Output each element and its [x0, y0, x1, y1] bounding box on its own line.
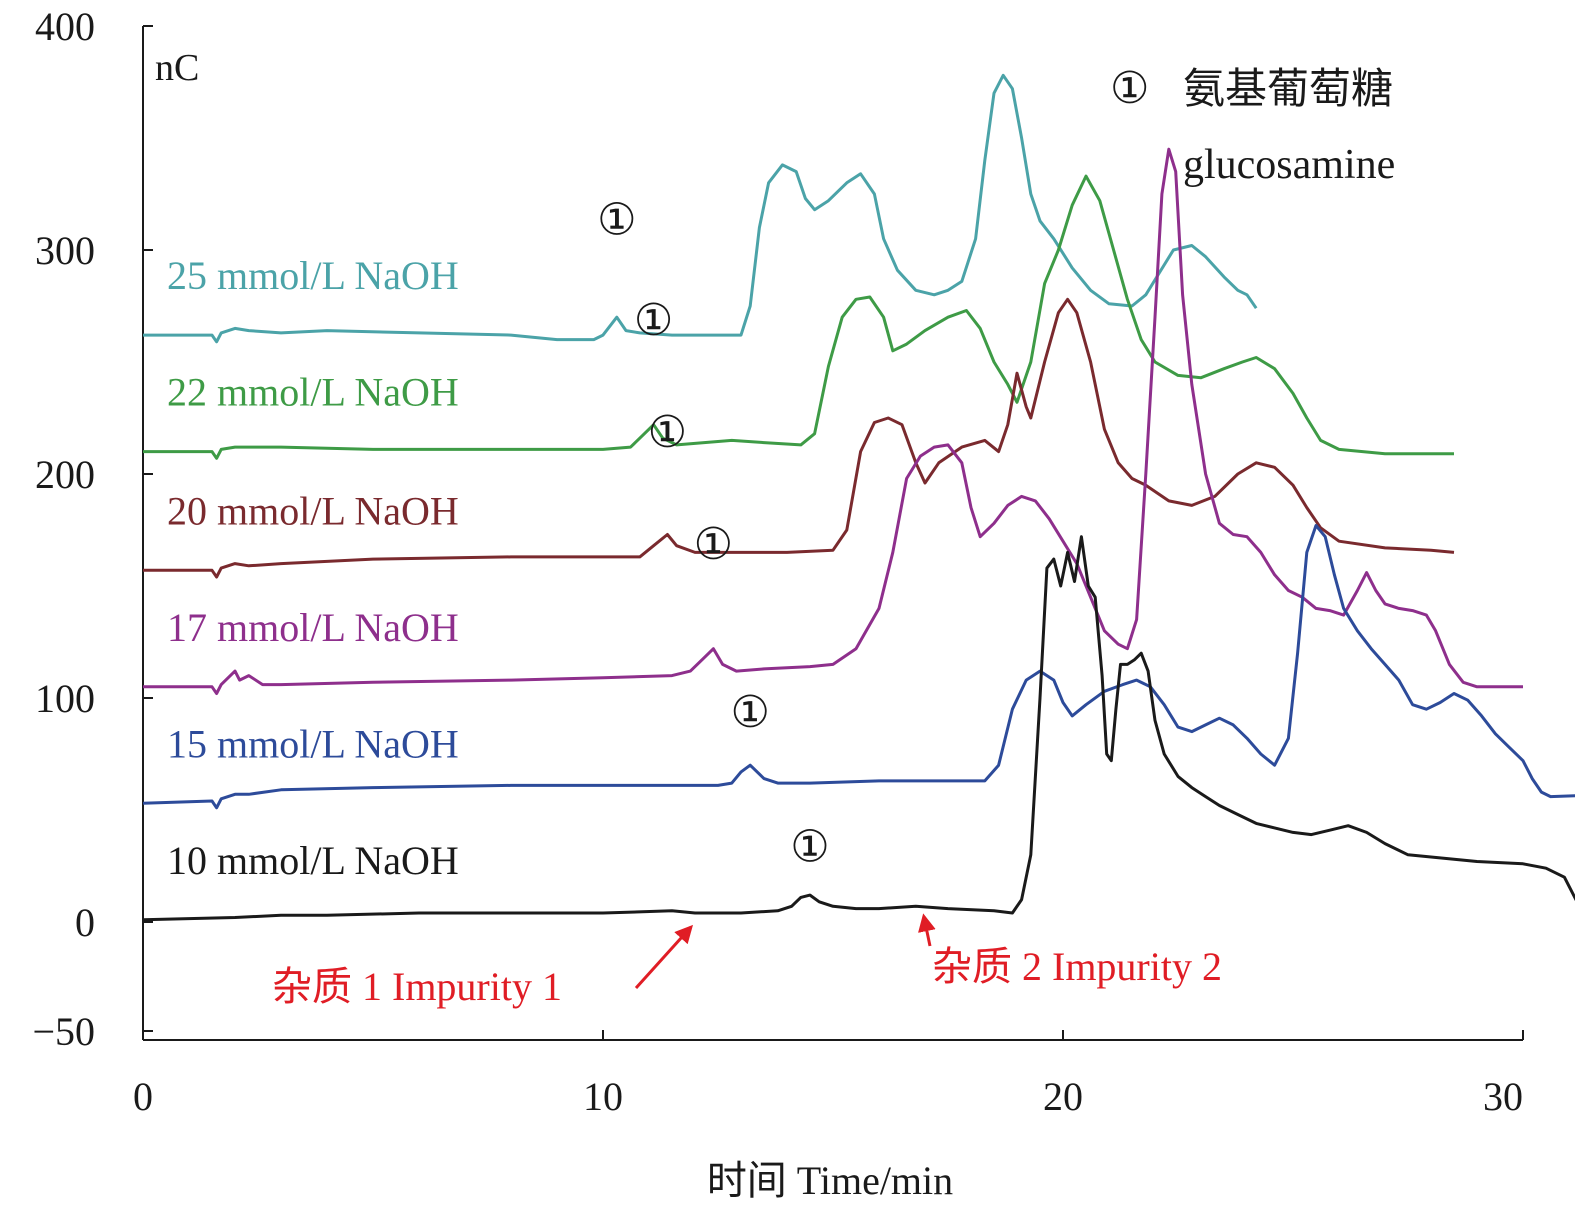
- peak-markers: ① ① ① ① ① ①: [597, 195, 830, 871]
- annotation-arrow-2: [918, 913, 936, 947]
- x-axis-title: 时间 Time/min: [707, 1158, 953, 1203]
- series-line-4: [142, 524, 1575, 810]
- annotations: 杂质 1 Impurity 1 杂质 2 Impurity 2: [272, 913, 1222, 1009]
- peak-marker-2: ①: [648, 408, 687, 457]
- legend-symbol: ①: [1110, 64, 1149, 113]
- annotation-impurity-2: 杂质 2 Impurity 2: [932, 944, 1222, 989]
- legend-name-en: glucosamine: [1183, 142, 1395, 188]
- series-line-5: [142, 535, 1575, 922]
- x-tick-label: 10: [583, 1074, 623, 1119]
- y-tick-label: 200: [35, 452, 95, 497]
- y-tick-label: 100: [35, 676, 95, 721]
- annotation-arrow-1: [634, 924, 694, 990]
- series-line-2: [143, 297, 1455, 579]
- y-tick-label: 300: [35, 228, 95, 273]
- axes: −50 0 100 200 300 400 0 10 20 30: [32, 4, 1524, 1119]
- peak-marker-0: ①: [597, 195, 636, 244]
- series-label-4: 15 mmol/L NaOH: [167, 721, 459, 766]
- peak-marker-4: ①: [730, 688, 769, 737]
- series-line-3: [143, 147, 1523, 695]
- series-labels: 25 mmol/L NaOH 22 mmol/L NaOH 20 mmol/L Na…: [167, 253, 459, 883]
- x-tick-label: 30: [1483, 1074, 1523, 1119]
- peak-marker-5: ①: [790, 823, 829, 872]
- series-label-5: 10 mmol/L NaOH: [167, 838, 459, 883]
- x-tick-label: 0: [133, 1074, 153, 1119]
- x-tick-label: 20: [1043, 1074, 1083, 1119]
- legend-name-zh: 氨基葡萄糖: [1183, 67, 1393, 113]
- series-line-1: [143, 174, 1454, 460]
- series-label-0: 25 mmol/L NaOH: [167, 253, 459, 298]
- y-tick-label: 0: [75, 900, 95, 945]
- peak-marker-3: ①: [694, 520, 733, 569]
- series-label-1: 22 mmol/L NaOH: [167, 370, 459, 415]
- series-line-0: [143, 73, 1258, 344]
- peak-marker-1: ①: [634, 296, 673, 345]
- unit-label: nC: [155, 47, 199, 89]
- legend: ① 氨基葡萄糖 glucosamine: [1110, 64, 1395, 188]
- series-lines: [142, 73, 1575, 922]
- y-tick-label: −50: [32, 1009, 95, 1054]
- y-tick-label: 400: [35, 4, 95, 49]
- series-label-2: 20 mmol/L NaOH: [167, 488, 459, 533]
- annotation-impurity-1: 杂质 1 Impurity 1: [272, 964, 562, 1009]
- series-label-3: 17 mmol/L NaOH: [167, 605, 459, 650]
